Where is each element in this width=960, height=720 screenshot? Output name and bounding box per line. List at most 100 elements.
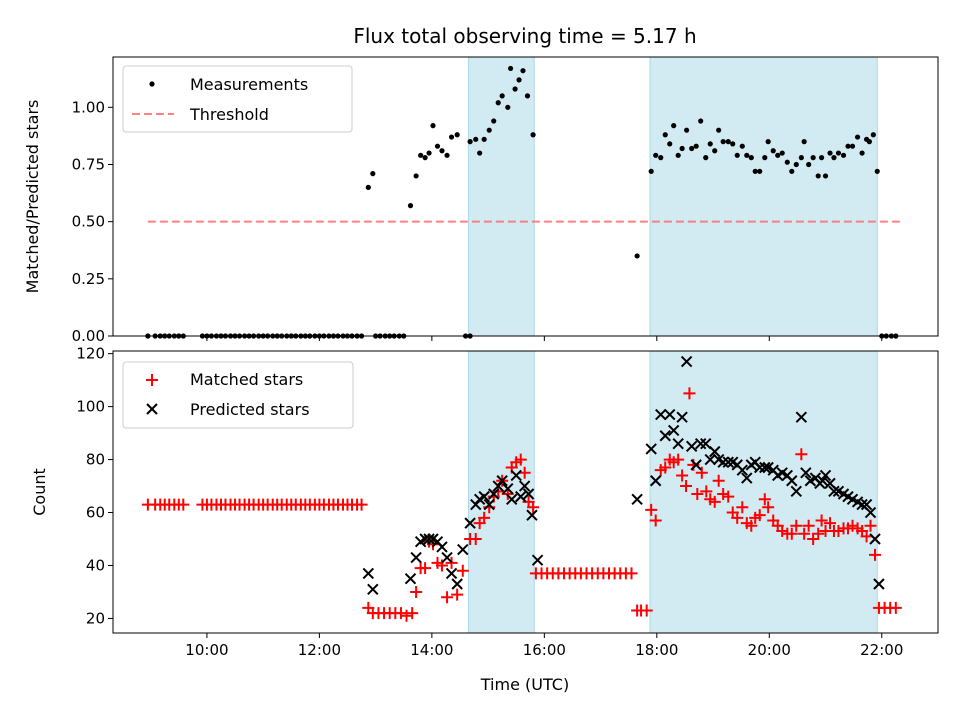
- matched-stars-point: [812, 527, 825, 540]
- predicted-stars-point: [502, 482, 514, 495]
- matched-stars-point: [731, 511, 744, 524]
- predicted-stars-point: [404, 573, 417, 585]
- matched-stars-point: [680, 480, 693, 493]
- matched-stars-point: [860, 530, 873, 543]
- predicted-stars-point: [676, 411, 688, 423]
- measurements-point: [870, 132, 876, 138]
- x-tick-label: 16:00: [523, 641, 566, 659]
- measurements-point: [716, 127, 722, 133]
- measurements-point: [495, 100, 501, 106]
- predicted-stars-point: [709, 445, 721, 458]
- predicted-stars-point: [741, 472, 753, 484]
- predicted-stars-point: [659, 430, 671, 442]
- top-y-ticks: 0.00 0.25 0.50 0.75 1.00: [72, 98, 113, 345]
- matched-stars-point: [795, 448, 808, 461]
- matched-stars-point: [712, 474, 725, 487]
- predicted-stars-point: [518, 480, 531, 492]
- predicted-stars-point: [672, 437, 684, 450]
- matched-stars-point: [864, 519, 877, 532]
- measurements-point: [473, 136, 479, 142]
- legend-matched-marker: [146, 374, 158, 386]
- chart-title: Flux total observing time = 5.17 h: [353, 24, 696, 48]
- matched-stars-point: [640, 604, 653, 617]
- matched-stars-point: [776, 525, 789, 538]
- measurements-point: [815, 173, 821, 179]
- predicted-stars-point: [367, 583, 379, 596]
- matched-stars-point: [645, 503, 658, 516]
- x-tick-label: 14:00: [410, 641, 453, 659]
- matched-stars-point: [518, 466, 531, 479]
- matched-stars-point: [410, 585, 423, 598]
- x-tick-label: 22:00: [860, 641, 903, 659]
- bottom-legend: Matched stars Predicted stars: [122, 361, 354, 429]
- measurements-point: [505, 104, 511, 110]
- predicted-stars-point: [664, 408, 676, 421]
- predicted-stars-point: [531, 554, 544, 566]
- matched-stars-point: [807, 533, 820, 545]
- predicted-stars-point: [488, 488, 500, 500]
- measurements-point: [675, 152, 681, 158]
- panel-count: 20 40 60 80 100 120 10:00 12:00 14:00 16:00 18:00…: [30, 345, 939, 694]
- count-series: [141, 355, 902, 622]
- y-tick-label: 120: [76, 345, 105, 363]
- top-legend-box: [122, 65, 353, 133]
- matched-stars-point: [753, 509, 766, 522]
- measurements-point: [648, 168, 654, 174]
- matched-stars-point: [456, 564, 469, 577]
- shaded-interval-2: [649, 56, 878, 337]
- matched-stars-point: [736, 501, 749, 514]
- matched-stars-point: [451, 588, 464, 601]
- measurements-point: [444, 152, 450, 158]
- matched-stars-point: [419, 562, 432, 575]
- legend-measurements-marker: [149, 81, 155, 87]
- measurements-point: [822, 173, 829, 179]
- measurements-point: [762, 155, 768, 161]
- matched-stars-point: [745, 519, 758, 532]
- predicted-stars-point: [436, 541, 448, 553]
- top-legend: Measurements Threshold: [122, 65, 353, 133]
- matched-stars-point: [441, 591, 454, 604]
- predicted-stars-point: [522, 488, 535, 500]
- measurements-point: [530, 132, 536, 138]
- predicted-stars-point: [860, 498, 873, 511]
- measurements-point: [454, 132, 460, 138]
- predicted-stars-point: [457, 543, 469, 556]
- measurements-point: [430, 123, 436, 129]
- measurements-point: [671, 123, 677, 129]
- matched-stars-point: [469, 533, 482, 545]
- matched-stars-point: [700, 485, 713, 498]
- predicted-stars-point: [515, 490, 527, 503]
- measurements-point: [434, 143, 441, 149]
- predicted-stars-point: [655, 408, 667, 421]
- matched-stars-point: [798, 527, 811, 540]
- predicted-stars-point: [649, 475, 662, 487]
- matched-stars-point: [758, 493, 771, 506]
- measurements-point: [524, 93, 531, 99]
- predicted-stars-point: [496, 475, 508, 487]
- predicted-stars-point: [680, 355, 693, 368]
- measurements-point: [653, 152, 659, 158]
- predicted-stars-point: [445, 567, 458, 580]
- measurements-point: [793, 161, 799, 168]
- matched-stars-point: [394, 607, 407, 620]
- measurements-point: [689, 145, 695, 152]
- matched-stars-point: [802, 519, 815, 532]
- predicted-stars-point: [704, 453, 716, 466]
- predicted-stars-point: [795, 411, 808, 423]
- x-tick-label: 12:00: [298, 641, 341, 659]
- measurements-point: [859, 150, 865, 156]
- predicted-stars-point: [694, 437, 707, 450]
- matched-stars-point: [695, 466, 708, 479]
- measurements-point: [730, 141, 736, 147]
- measurements-point: [775, 152, 781, 158]
- measurements-point: [486, 127, 492, 133]
- predicted-stars-point: [483, 498, 495, 511]
- measurements-point: [757, 168, 763, 174]
- predicted-stars-point: [790, 485, 802, 498]
- x-axis-label: Time (UTC): [480, 675, 569, 694]
- measurements-point: [739, 143, 745, 149]
- measurements-point: [734, 152, 740, 158]
- measurements-point: [426, 150, 432, 156]
- predicted-stars-point: [736, 464, 749, 476]
- measurements-point: [831, 155, 837, 161]
